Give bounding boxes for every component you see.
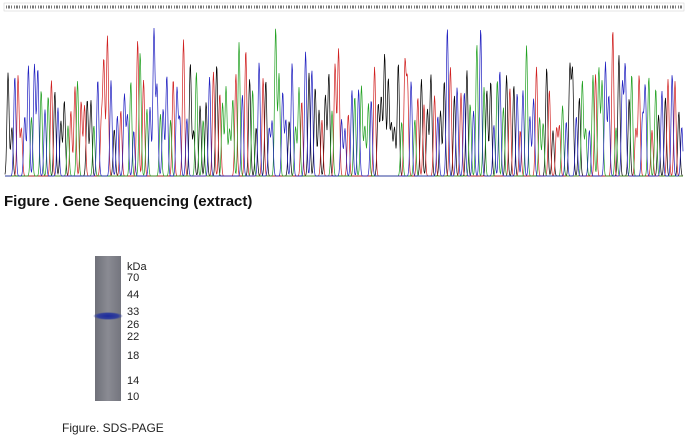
marker-label: 26 xyxy=(127,319,140,331)
chromatogram xyxy=(3,2,685,177)
marker-label: 14 xyxy=(127,375,140,387)
gel-lane xyxy=(95,256,121,401)
marker-label: 22 xyxy=(127,331,140,343)
marker-label: 10 xyxy=(127,391,140,403)
marker-label: 18 xyxy=(127,350,140,362)
marker-label: 70 xyxy=(127,272,140,284)
trace xyxy=(5,27,684,177)
marker-label: 33 xyxy=(127,306,140,318)
unit-label: kDa xyxy=(127,261,147,273)
caption: Figure . Gene Sequencing (extract) xyxy=(4,193,253,210)
marker-label: 44 xyxy=(127,289,140,301)
caption: Figure. SDS-PAGE xyxy=(62,421,164,435)
protein-band xyxy=(93,312,123,320)
